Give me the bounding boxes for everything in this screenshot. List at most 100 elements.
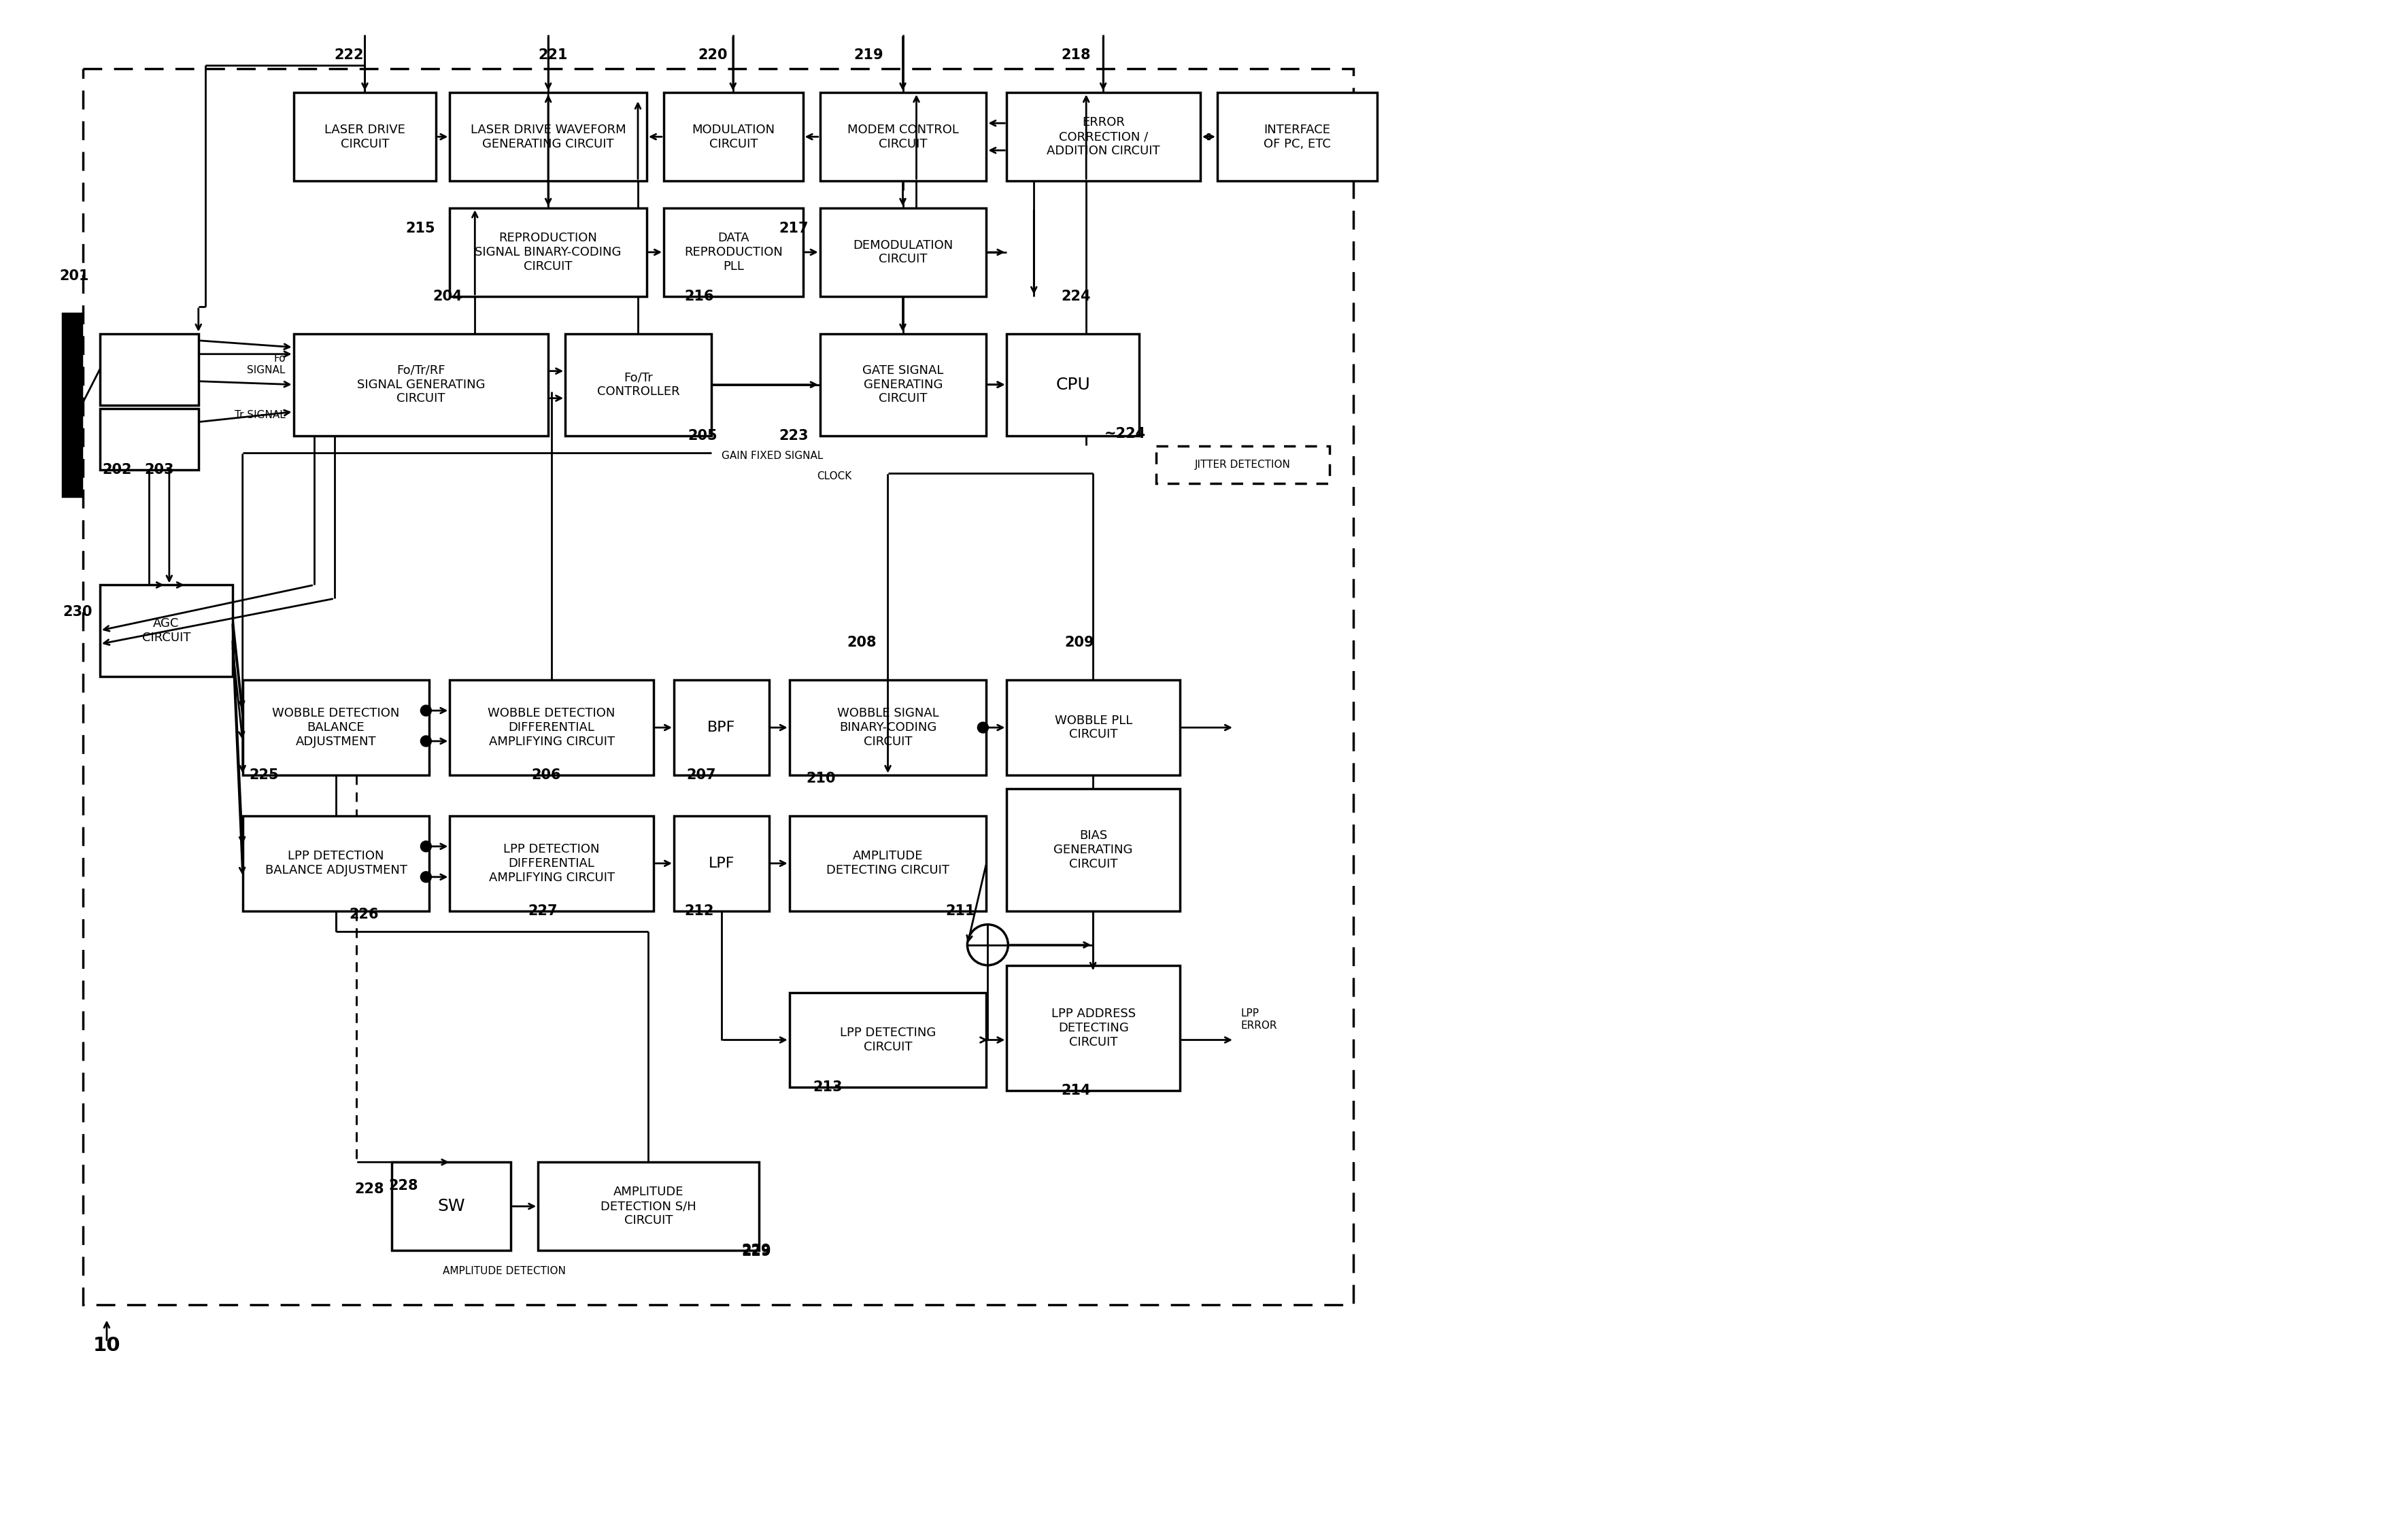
Text: 222: 222 xyxy=(334,48,365,62)
Text: Fo
SIGNAL: Fo SIGNAL xyxy=(248,353,286,376)
Bar xyxy=(663,92,804,180)
Text: 203: 203 xyxy=(143,462,174,476)
Bar xyxy=(243,681,429,775)
Text: MODEM CONTROL
CIRCUIT: MODEM CONTROL CIRCUIT xyxy=(847,123,959,149)
Text: 229: 229 xyxy=(742,1244,770,1258)
Bar xyxy=(789,681,987,775)
Text: DATA
REPRODUCTION
PLL: DATA REPRODUCTION PLL xyxy=(684,233,782,273)
Text: 206: 206 xyxy=(532,768,560,782)
Text: WOBBLE PLL
CIRCUIT: WOBBLE PLL CIRCUIT xyxy=(1054,715,1133,741)
Bar xyxy=(1006,334,1140,436)
Text: INTERFACE
OF PC, ETC: INTERFACE OF PC, ETC xyxy=(1264,123,1331,149)
Text: Fo/Tr
CONTROLLER: Fo/Tr CONTROLLER xyxy=(596,371,680,397)
Text: 211: 211 xyxy=(944,904,975,918)
Text: 226: 226 xyxy=(348,907,379,921)
Bar xyxy=(100,408,198,470)
Bar xyxy=(539,1163,758,1250)
Text: 213: 213 xyxy=(813,1081,842,1095)
Text: LPP DETECTING
CIRCUIT: LPP DETECTING CIRCUIT xyxy=(840,1027,935,1053)
Text: 202: 202 xyxy=(103,462,131,476)
Text: AMPLITUDE
DETECTING CIRCUIT: AMPLITUDE DETECTING CIRCUIT xyxy=(825,850,949,876)
Bar xyxy=(1006,788,1181,910)
Text: 228: 228 xyxy=(355,1183,384,1197)
Text: GAIN FIXED SIGNAL: GAIN FIXED SIGNAL xyxy=(720,451,823,460)
Text: BPF: BPF xyxy=(708,721,735,735)
Text: REPRODUCTION
SIGNAL BINARY-CODING
CIRCUIT: REPRODUCTION SIGNAL BINARY-CODING CIRCUI… xyxy=(475,233,622,273)
Text: 228: 228 xyxy=(389,1180,417,1192)
Text: Tr SIGNAL: Tr SIGNAL xyxy=(234,410,286,420)
Text: LASER DRIVE
CIRCUIT: LASER DRIVE CIRCUIT xyxy=(324,123,405,149)
Text: WOBBLE DETECTION
BALANCE
ADJUSTMENT: WOBBLE DETECTION BALANCE ADJUSTMENT xyxy=(272,707,401,748)
Circle shape xyxy=(420,736,432,747)
Text: 205: 205 xyxy=(687,428,718,442)
Text: ERROR
CORRECTION /
ADDITION CIRCUIT: ERROR CORRECTION / ADDITION CIRCUIT xyxy=(1047,117,1159,157)
Text: AGC
CIRCUIT: AGC CIRCUIT xyxy=(141,618,191,644)
Text: Fo/Tr/RF
SIGNAL GENERATING
CIRCUIT: Fo/Tr/RF SIGNAL GENERATING CIRCUIT xyxy=(358,365,484,405)
Bar xyxy=(243,816,429,910)
FancyBboxPatch shape xyxy=(1157,445,1328,484)
Text: 223: 223 xyxy=(780,428,809,442)
Bar xyxy=(293,92,436,180)
Bar xyxy=(451,208,646,296)
Bar xyxy=(675,681,768,775)
Text: GATE SIGNAL
GENERATING
CIRCUIT: GATE SIGNAL GENERATING CIRCUIT xyxy=(863,365,944,405)
Bar xyxy=(1006,92,1200,180)
Text: 204: 204 xyxy=(432,290,463,303)
Text: CLOCK: CLOCK xyxy=(816,471,851,482)
Bar xyxy=(100,334,198,405)
Bar xyxy=(62,313,81,497)
Text: AMPLITUDE
DETECTION S/H
CIRCUIT: AMPLITUDE DETECTION S/H CIRCUIT xyxy=(601,1186,696,1226)
Text: 218: 218 xyxy=(1061,48,1090,62)
Bar xyxy=(1216,92,1376,180)
Text: BIAS
GENERATING
CIRCUIT: BIAS GENERATING CIRCUIT xyxy=(1054,830,1133,870)
Bar xyxy=(1006,966,1181,1090)
Bar xyxy=(451,92,646,180)
Text: WOBBLE DETECTION
DIFFERENTIAL
AMPLIFYING CIRCUIT: WOBBLE DETECTION DIFFERENTIAL AMPLIFYING… xyxy=(489,707,615,748)
Text: 209: 209 xyxy=(1064,636,1095,650)
Bar xyxy=(293,334,549,436)
Circle shape xyxy=(420,841,432,852)
Text: LPP ADDRESS
DETECTING
CIRCUIT: LPP ADDRESS DETECTING CIRCUIT xyxy=(1052,1007,1135,1049)
Bar xyxy=(451,681,653,775)
Text: ~224: ~224 xyxy=(1104,427,1145,440)
Text: 230: 230 xyxy=(62,605,93,619)
Text: LASER DRIVE WAVEFORM
GENERATING CIRCUIT: LASER DRIVE WAVEFORM GENERATING CIRCUIT xyxy=(470,123,625,149)
Text: 207: 207 xyxy=(687,768,716,782)
Text: JITTER DETECTION: JITTER DETECTION xyxy=(1195,459,1290,470)
Text: 215: 215 xyxy=(405,222,436,236)
Text: 225: 225 xyxy=(250,768,279,782)
Text: 227: 227 xyxy=(527,904,558,918)
Text: LPP DETECTION
DIFFERENTIAL
AMPLIFYING CIRCUIT: LPP DETECTION DIFFERENTIAL AMPLIFYING CI… xyxy=(489,842,615,884)
Text: AMPLITUDE DETECTION: AMPLITUDE DETECTION xyxy=(444,1266,565,1277)
Circle shape xyxy=(420,872,432,882)
Text: 221: 221 xyxy=(539,48,568,62)
Circle shape xyxy=(420,705,432,716)
Text: 217: 217 xyxy=(780,222,809,236)
Text: 229: 229 xyxy=(742,1244,770,1257)
Circle shape xyxy=(978,722,987,733)
Bar xyxy=(451,816,653,910)
Bar xyxy=(565,334,711,436)
Bar xyxy=(820,208,987,296)
Bar xyxy=(391,1163,510,1250)
Text: CPU: CPU xyxy=(1057,376,1090,393)
Text: WOBBLE SIGNAL
BINARY-CODING
CIRCUIT: WOBBLE SIGNAL BINARY-CODING CIRCUIT xyxy=(837,707,940,748)
Text: 10: 10 xyxy=(93,1337,122,1355)
Bar xyxy=(820,334,987,436)
Text: 210: 210 xyxy=(806,772,835,785)
Text: 214: 214 xyxy=(1061,1084,1090,1098)
Text: 220: 220 xyxy=(699,48,727,62)
Bar xyxy=(789,992,987,1087)
Text: 208: 208 xyxy=(847,636,878,650)
Bar xyxy=(820,92,987,180)
Text: 224: 224 xyxy=(1061,290,1090,303)
Text: SW: SW xyxy=(436,1198,465,1215)
Bar xyxy=(789,816,987,910)
Text: DEMODULATION
CIRCUIT: DEMODULATION CIRCUIT xyxy=(854,239,954,265)
Bar xyxy=(1006,681,1181,775)
Text: 201: 201 xyxy=(60,270,88,283)
Bar xyxy=(675,816,768,910)
Text: LPP DETECTION
BALANCE ADJUSTMENT: LPP DETECTION BALANCE ADJUSTMENT xyxy=(265,850,408,876)
Text: LPF: LPF xyxy=(708,856,735,870)
Text: LPP
ERROR: LPP ERROR xyxy=(1240,1009,1278,1030)
